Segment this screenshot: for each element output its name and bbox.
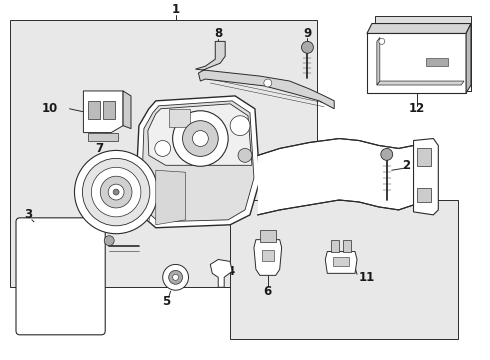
Polygon shape — [83, 91, 123, 132]
Polygon shape — [142, 101, 254, 222]
Bar — [260, 230, 276, 242]
Circle shape — [104, 236, 114, 246]
Text: 4: 4 — [226, 265, 234, 278]
Text: 11: 11 — [359, 271, 375, 284]
Polygon shape — [88, 132, 118, 140]
Polygon shape — [136, 96, 260, 228]
Polygon shape — [325, 252, 357, 273]
Circle shape — [172, 274, 178, 280]
Circle shape — [172, 111, 228, 166]
Circle shape — [193, 131, 208, 147]
Text: 9: 9 — [303, 27, 312, 40]
Text: 6: 6 — [264, 285, 272, 298]
Circle shape — [163, 265, 189, 290]
Bar — [10, 19, 318, 287]
Text: 5: 5 — [162, 294, 170, 307]
Polygon shape — [414, 139, 439, 215]
Circle shape — [169, 270, 183, 284]
Circle shape — [230, 116, 250, 136]
Text: 3: 3 — [24, 208, 32, 221]
Bar — [103, 101, 115, 119]
Polygon shape — [377, 81, 464, 85]
Bar — [416, 188, 431, 202]
Circle shape — [108, 184, 124, 200]
Text: 7: 7 — [95, 142, 103, 155]
Circle shape — [91, 167, 141, 217]
Circle shape — [74, 150, 158, 234]
Circle shape — [238, 148, 252, 162]
Bar — [416, 148, 431, 166]
Circle shape — [113, 189, 119, 195]
Polygon shape — [148, 104, 252, 165]
Polygon shape — [367, 33, 466, 93]
Polygon shape — [466, 23, 471, 93]
Circle shape — [381, 148, 392, 160]
Bar — [88, 101, 100, 119]
Circle shape — [155, 140, 171, 156]
Bar — [333, 257, 349, 266]
Bar — [426, 58, 448, 66]
Text: 12: 12 — [408, 102, 425, 115]
Circle shape — [100, 176, 132, 208]
Bar — [331, 240, 339, 252]
Bar — [343, 240, 351, 252]
Text: 1: 1 — [172, 3, 180, 16]
FancyBboxPatch shape — [16, 218, 105, 335]
Circle shape — [183, 121, 218, 156]
Polygon shape — [375, 27, 471, 91]
Polygon shape — [367, 23, 471, 33]
Polygon shape — [196, 41, 334, 109]
Text: 8: 8 — [214, 27, 222, 40]
Bar — [262, 249, 274, 261]
Circle shape — [264, 79, 272, 87]
Circle shape — [379, 39, 385, 44]
Bar — [169, 109, 191, 127]
Polygon shape — [377, 37, 380, 85]
Text: 2: 2 — [402, 159, 411, 172]
Polygon shape — [258, 139, 414, 215]
Polygon shape — [254, 240, 282, 275]
Circle shape — [301, 41, 314, 53]
Polygon shape — [123, 91, 131, 129]
Text: 10: 10 — [42, 102, 58, 115]
Polygon shape — [375, 15, 471, 27]
Polygon shape — [210, 260, 232, 287]
Polygon shape — [156, 170, 186, 225]
Bar — [230, 200, 458, 339]
Circle shape — [82, 158, 150, 226]
